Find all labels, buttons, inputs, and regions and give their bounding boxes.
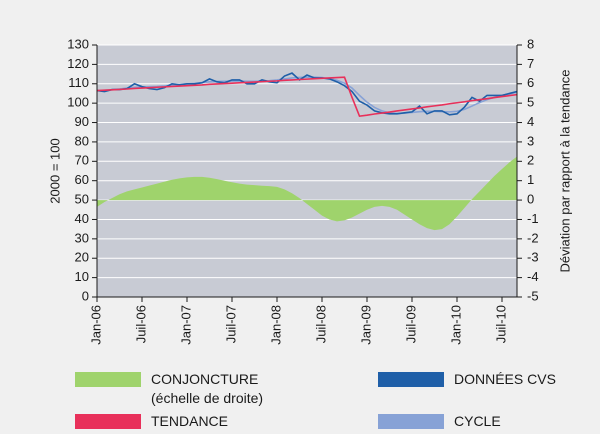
x-tick-label: Juil-08 [313,305,328,343]
x-tick-label: Jan-09 [358,305,373,345]
y-tick-label: 30 [75,230,89,245]
y-tick-label: 0 [82,288,89,303]
y-axis-title: 2000 = 100 [47,138,62,203]
y2-tick-label: 5 [527,95,534,110]
legend-label: CONJONCTURE (échelle de droite) [151,371,263,406]
y2-tick-label: -4 [527,269,539,284]
y-tick-label: 110 [68,75,89,90]
y-tick-label: 70 [75,153,89,168]
y-tick-label: 50 [75,192,89,207]
legend-swatch [378,414,444,429]
legend-swatch [378,372,444,387]
plot-area [97,45,517,297]
y2-tick-label: 8 [527,36,534,51]
y2-tick-label: -2 [527,230,539,245]
y-tick-label: 10 [75,269,89,284]
y2-tick-label: 3 [527,133,534,148]
y-tick-label: 130 [67,36,89,51]
area [97,156,517,231]
y2-axis-title: Déviation par rapport à la tendance [557,69,572,272]
x-tick-label: Juil-10 [493,305,508,343]
legend-swatch [75,414,141,429]
y2-tick-label: 4 [527,114,534,129]
y-tick-label: 80 [75,133,89,148]
line [96,76,518,118]
y2-tick-label: -3 [527,250,539,265]
y2-tick-label: 6 [527,75,534,90]
x-tick-label: Jan-07 [178,305,193,345]
legend-label: DONNÉES CVS [454,371,556,387]
legend-label: CYCLE [454,413,501,429]
x-tick-label: Juil-09 [403,305,418,343]
x-tick-label: Jan-10 [448,305,463,345]
y2-tick-label: -5 [527,288,539,303]
y-tick-label: 90 [75,114,89,129]
y2-tick-label: -1 [527,211,539,226]
x-tick-label: Juil-06 [133,305,148,343]
y2-tick-label: 2 [527,153,534,168]
y2-tick-label: 1 [527,172,534,187]
y-tick-label: 20 [75,250,89,265]
x-tick-label: Juil-07 [223,305,238,343]
y2-tick-label: 0 [527,192,534,207]
y-tick-label: 100 [67,95,89,110]
legend-swatch [75,372,141,387]
y-tick-label: 60 [75,172,89,187]
x-tick-label: Jan-06 [88,305,103,345]
y-tick-label: 40 [75,211,89,226]
x-tick-label: Jan-08 [268,305,283,345]
y-tick-label: 120 [67,56,89,71]
y2-tick-label: 7 [527,56,534,71]
legend-label: TENDANCE [151,413,228,429]
